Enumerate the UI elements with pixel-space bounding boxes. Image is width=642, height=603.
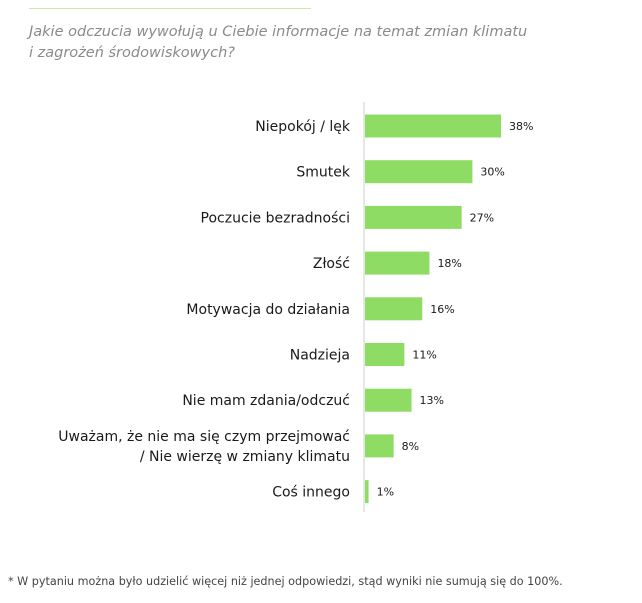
bar-2 <box>365 205 462 229</box>
bar-7 <box>365 434 394 458</box>
bar-8 <box>365 480 369 504</box>
category-label-6: Nie mam zdania/odczuć <box>182 393 350 409</box>
bar-1 <box>365 160 473 184</box>
category-label-1: Smutek <box>296 165 351 181</box>
category-label-line: Złość <box>313 256 350 272</box>
category-label-0: Niepokój / lęk <box>255 119 351 135</box>
survey-question-line-2: i zagrożeń środowiskowych? <box>29 45 235 61</box>
value-label-5: 11% <box>412 349 436 362</box>
category-label-line: Niepokój / lęk <box>255 119 351 135</box>
bar-0 <box>365 114 502 138</box>
survey-question-line-1: Jakie odczucia wywołują u Ciebie informa… <box>29 24 528 40</box>
value-label-4: 16% <box>430 303 454 316</box>
category-label-line: / Nie wierzę w zmiany klimatu <box>140 449 350 465</box>
value-label-3: 18% <box>437 257 461 270</box>
category-label-5: Nadzieja <box>290 348 350 364</box>
category-label-3: Złość <box>313 256 350 272</box>
value-label-0: 38% <box>509 120 533 133</box>
category-label-line: Smutek <box>296 165 351 181</box>
category-label-line: Nadzieja <box>290 348 350 364</box>
value-label-1: 30% <box>480 166 504 179</box>
category-label-8: Coś innego <box>272 485 350 501</box>
category-label-line: Uważam, że nie ma się czym przejmować <box>58 429 350 445</box>
bar-5 <box>365 343 405 366</box>
value-label-7: 8% <box>402 440 419 453</box>
category-label-7: Uważam, że nie ma się czym przejmować / N… <box>58 429 350 465</box>
bar-6 <box>365 388 412 412</box>
survey-question: Jakie odczucia wywołują u Ciebie informa… <box>29 22 609 64</box>
category-label-2: Poczucie bezradności <box>201 210 350 226</box>
category-label-4: Motywacja do działania <box>186 302 350 318</box>
bar-chart: 38% Niepokój / lęk 30% Smutek 27% Poczucie be… <box>58 102 533 512</box>
category-label-line: Nie mam zdania/odczuć <box>182 393 350 409</box>
top-divider <box>29 8 311 9</box>
category-label-line: Motywacja do działania <box>186 302 350 318</box>
value-label-6: 13% <box>420 394 444 407</box>
category-label-line: Poczucie bezradności <box>201 210 350 226</box>
category-label-line: Coś innego <box>272 485 350 501</box>
footnote: * W pytaniu można było udzielić więcej n… <box>8 575 563 588</box>
value-label-2: 27% <box>470 211 494 224</box>
bar-4 <box>365 297 423 321</box>
bar-3 <box>365 251 430 275</box>
value-label-8: 1% <box>377 486 394 499</box>
